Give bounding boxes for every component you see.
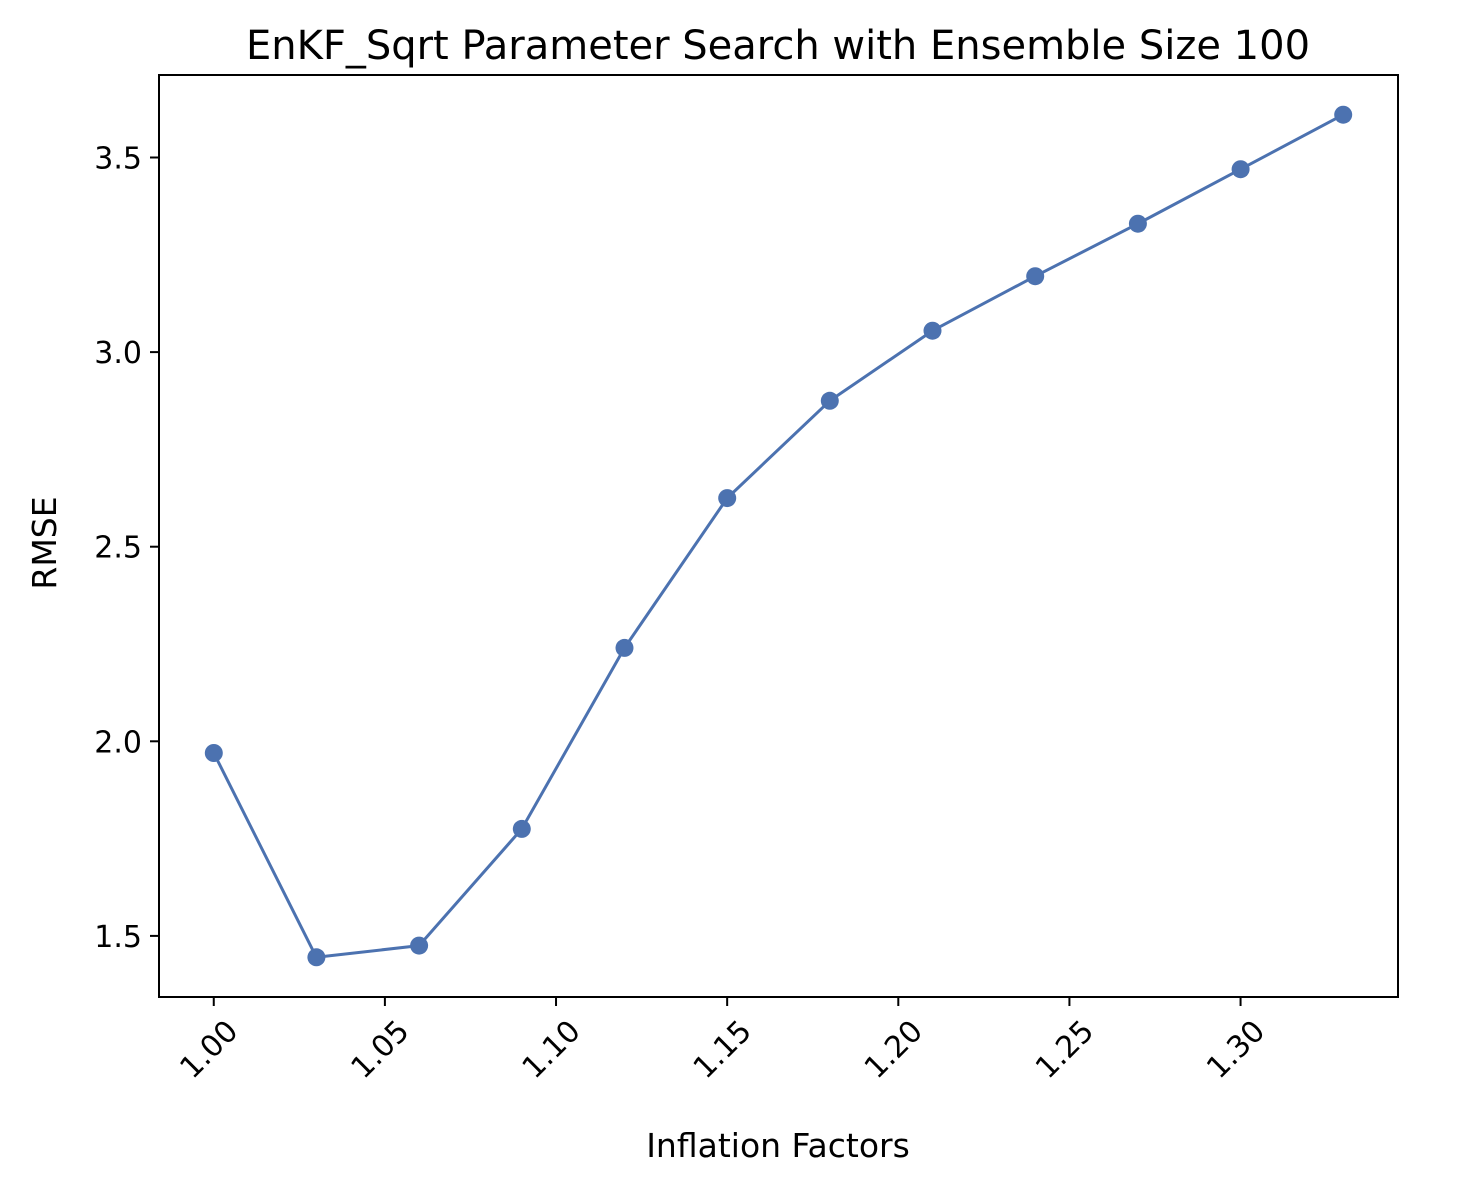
data-point [1026, 267, 1045, 286]
x-axis: 1.00 1.05 1.10 1.15 1.20 1.25 1.30 [173, 997, 1272, 1086]
y-tick-label: 3.0 [94, 336, 142, 371]
series-line [212, 113, 1344, 959]
y-axis-label: RMSE [25, 496, 64, 589]
y-axis: 1.5 2.0 2.5 3.0 3.5 [94, 142, 159, 955]
data-point [923, 321, 942, 340]
data-point [512, 819, 531, 838]
x-tick-label: 1.05 [344, 1014, 416, 1086]
y-tick-label: 1.5 [94, 920, 142, 955]
x-tick-label: 1.10 [516, 1014, 588, 1086]
data-point [718, 489, 737, 508]
data-point [1231, 160, 1250, 179]
y-tick-label: 2.0 [94, 725, 142, 760]
x-tick-label: 1.30 [1200, 1014, 1272, 1086]
data-point [204, 744, 223, 762]
plot-area [158, 74, 1399, 998]
data-point [1334, 105, 1353, 124]
data-point [820, 391, 839, 410]
chart-title: EnKF_Sqrt Parameter Search with Ensemble… [246, 23, 1310, 69]
x-axis-label: Inflation Factors [646, 1126, 910, 1165]
y-tick-label: 3.5 [94, 142, 142, 177]
data-point [1128, 214, 1147, 233]
x-tick-label: 1.20 [858, 1014, 930, 1086]
x-tick-label: 1.25 [1029, 1014, 1101, 1086]
data-point [615, 638, 634, 657]
series-layer [204, 105, 1353, 967]
data-point [410, 936, 429, 955]
x-tick-label: 1.15 [687, 1014, 759, 1086]
x-tick-label: 1.00 [173, 1014, 245, 1086]
y-tick-label: 2.5 [94, 531, 142, 566]
data-point [307, 948, 326, 967]
